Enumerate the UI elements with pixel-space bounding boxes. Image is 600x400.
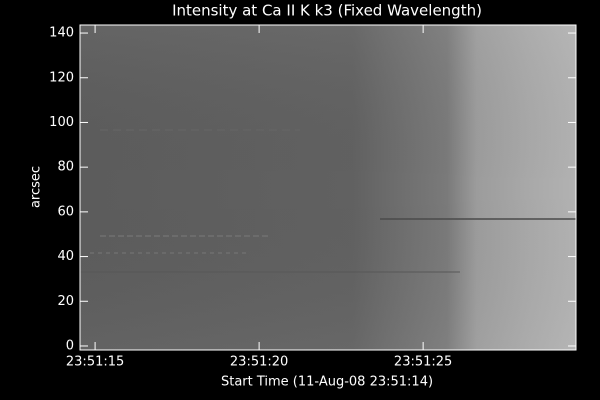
- y-tick-label: 120: [49, 70, 74, 85]
- y-tick-label: 140: [49, 26, 74, 41]
- x-tick-label: 23:51:20: [230, 355, 288, 370]
- y-tick-label: 60: [57, 204, 74, 219]
- plot-frame: [79, 24, 577, 351]
- y-axis-label: arcsec: [29, 166, 44, 208]
- x-tick-label: 23:51:25: [394, 355, 452, 370]
- y-tick-label: 80: [57, 160, 74, 175]
- y-tick-label: 100: [49, 115, 74, 130]
- y-tick-label: 0: [66, 338, 74, 353]
- chart-title: Intensity at Ca II K k3 (Fixed Wavelengt…: [172, 2, 482, 20]
- x-axis-label: Start Time (11-Aug-08 23:51:14): [221, 375, 433, 390]
- intensity-image: [80, 25, 576, 350]
- y-tick-label: 40: [57, 249, 74, 264]
- y-tick-label: 20: [57, 294, 74, 309]
- x-tick-label: 23:51:15: [66, 355, 124, 370]
